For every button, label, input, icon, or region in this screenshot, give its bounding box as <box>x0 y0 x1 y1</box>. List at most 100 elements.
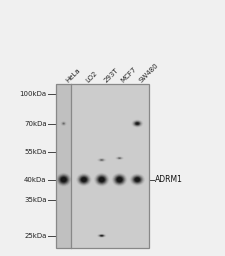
Ellipse shape <box>100 159 103 161</box>
Ellipse shape <box>61 177 66 182</box>
Ellipse shape <box>100 235 103 236</box>
Ellipse shape <box>136 122 139 125</box>
Ellipse shape <box>98 176 106 183</box>
Ellipse shape <box>100 235 104 237</box>
Ellipse shape <box>61 178 66 182</box>
Ellipse shape <box>118 178 121 181</box>
Ellipse shape <box>136 123 139 124</box>
Ellipse shape <box>58 175 69 185</box>
Ellipse shape <box>131 175 144 185</box>
Ellipse shape <box>118 178 121 181</box>
Ellipse shape <box>117 177 122 182</box>
Ellipse shape <box>136 123 138 124</box>
Ellipse shape <box>101 235 103 236</box>
Ellipse shape <box>132 175 143 184</box>
Ellipse shape <box>114 175 125 185</box>
Ellipse shape <box>98 177 105 183</box>
Ellipse shape <box>79 175 89 184</box>
Bar <box>56 84 149 248</box>
Ellipse shape <box>83 178 85 181</box>
Ellipse shape <box>118 157 121 159</box>
Ellipse shape <box>96 174 108 185</box>
Ellipse shape <box>99 234 105 237</box>
Ellipse shape <box>80 176 88 183</box>
Ellipse shape <box>100 235 103 236</box>
Text: ADRM1: ADRM1 <box>155 175 183 184</box>
Text: MCF7: MCF7 <box>120 66 138 83</box>
Ellipse shape <box>95 174 108 185</box>
Ellipse shape <box>97 175 106 184</box>
Ellipse shape <box>99 177 104 182</box>
Ellipse shape <box>118 158 121 159</box>
Text: 100kDa: 100kDa <box>20 91 47 97</box>
Ellipse shape <box>82 178 86 182</box>
Ellipse shape <box>134 177 141 183</box>
Ellipse shape <box>63 123 64 124</box>
Ellipse shape <box>83 179 85 180</box>
Bar <box>56 84 71 248</box>
Ellipse shape <box>57 174 70 185</box>
Ellipse shape <box>79 176 88 183</box>
Ellipse shape <box>99 235 104 237</box>
Text: 25kDa: 25kDa <box>24 233 47 239</box>
Ellipse shape <box>99 177 105 182</box>
Ellipse shape <box>62 122 65 125</box>
Ellipse shape <box>135 177 140 182</box>
Ellipse shape <box>63 123 64 124</box>
Bar <box>56 84 149 248</box>
Ellipse shape <box>78 174 90 185</box>
Ellipse shape <box>118 157 121 159</box>
Ellipse shape <box>113 174 126 185</box>
Text: LO2: LO2 <box>85 70 98 83</box>
Ellipse shape <box>118 157 121 159</box>
Ellipse shape <box>135 178 140 181</box>
Ellipse shape <box>100 159 104 161</box>
Ellipse shape <box>116 176 124 183</box>
Ellipse shape <box>82 178 86 181</box>
Ellipse shape <box>101 159 103 161</box>
Ellipse shape <box>81 177 86 182</box>
Ellipse shape <box>135 122 140 125</box>
Ellipse shape <box>136 179 139 181</box>
Ellipse shape <box>60 177 67 183</box>
Ellipse shape <box>100 178 103 181</box>
Ellipse shape <box>137 123 138 124</box>
Ellipse shape <box>63 179 64 180</box>
Ellipse shape <box>99 159 104 161</box>
Ellipse shape <box>97 176 106 184</box>
Ellipse shape <box>101 179 103 180</box>
Ellipse shape <box>119 179 120 180</box>
Ellipse shape <box>133 121 142 126</box>
Ellipse shape <box>80 177 87 183</box>
Ellipse shape <box>134 121 141 126</box>
Ellipse shape <box>137 179 138 180</box>
Ellipse shape <box>62 178 65 181</box>
Ellipse shape <box>62 178 65 181</box>
Ellipse shape <box>133 121 142 126</box>
Text: 55kDa: 55kDa <box>24 148 47 155</box>
Ellipse shape <box>100 159 104 161</box>
Ellipse shape <box>135 122 139 125</box>
Ellipse shape <box>115 175 124 184</box>
Ellipse shape <box>117 177 123 182</box>
Ellipse shape <box>61 177 66 182</box>
Text: SW480: SW480 <box>138 62 160 83</box>
Text: 293T: 293T <box>103 67 119 83</box>
Ellipse shape <box>133 176 142 183</box>
Ellipse shape <box>117 157 122 159</box>
Ellipse shape <box>100 235 103 236</box>
Ellipse shape <box>117 178 122 182</box>
Ellipse shape <box>98 234 105 237</box>
Ellipse shape <box>96 175 107 185</box>
Ellipse shape <box>134 121 141 126</box>
Ellipse shape <box>116 177 123 183</box>
Ellipse shape <box>133 176 141 183</box>
Ellipse shape <box>61 177 67 182</box>
Ellipse shape <box>113 174 126 185</box>
Ellipse shape <box>83 179 84 180</box>
Ellipse shape <box>134 177 140 182</box>
Ellipse shape <box>137 123 138 124</box>
Ellipse shape <box>63 123 65 124</box>
Ellipse shape <box>100 235 104 237</box>
Ellipse shape <box>63 123 64 124</box>
